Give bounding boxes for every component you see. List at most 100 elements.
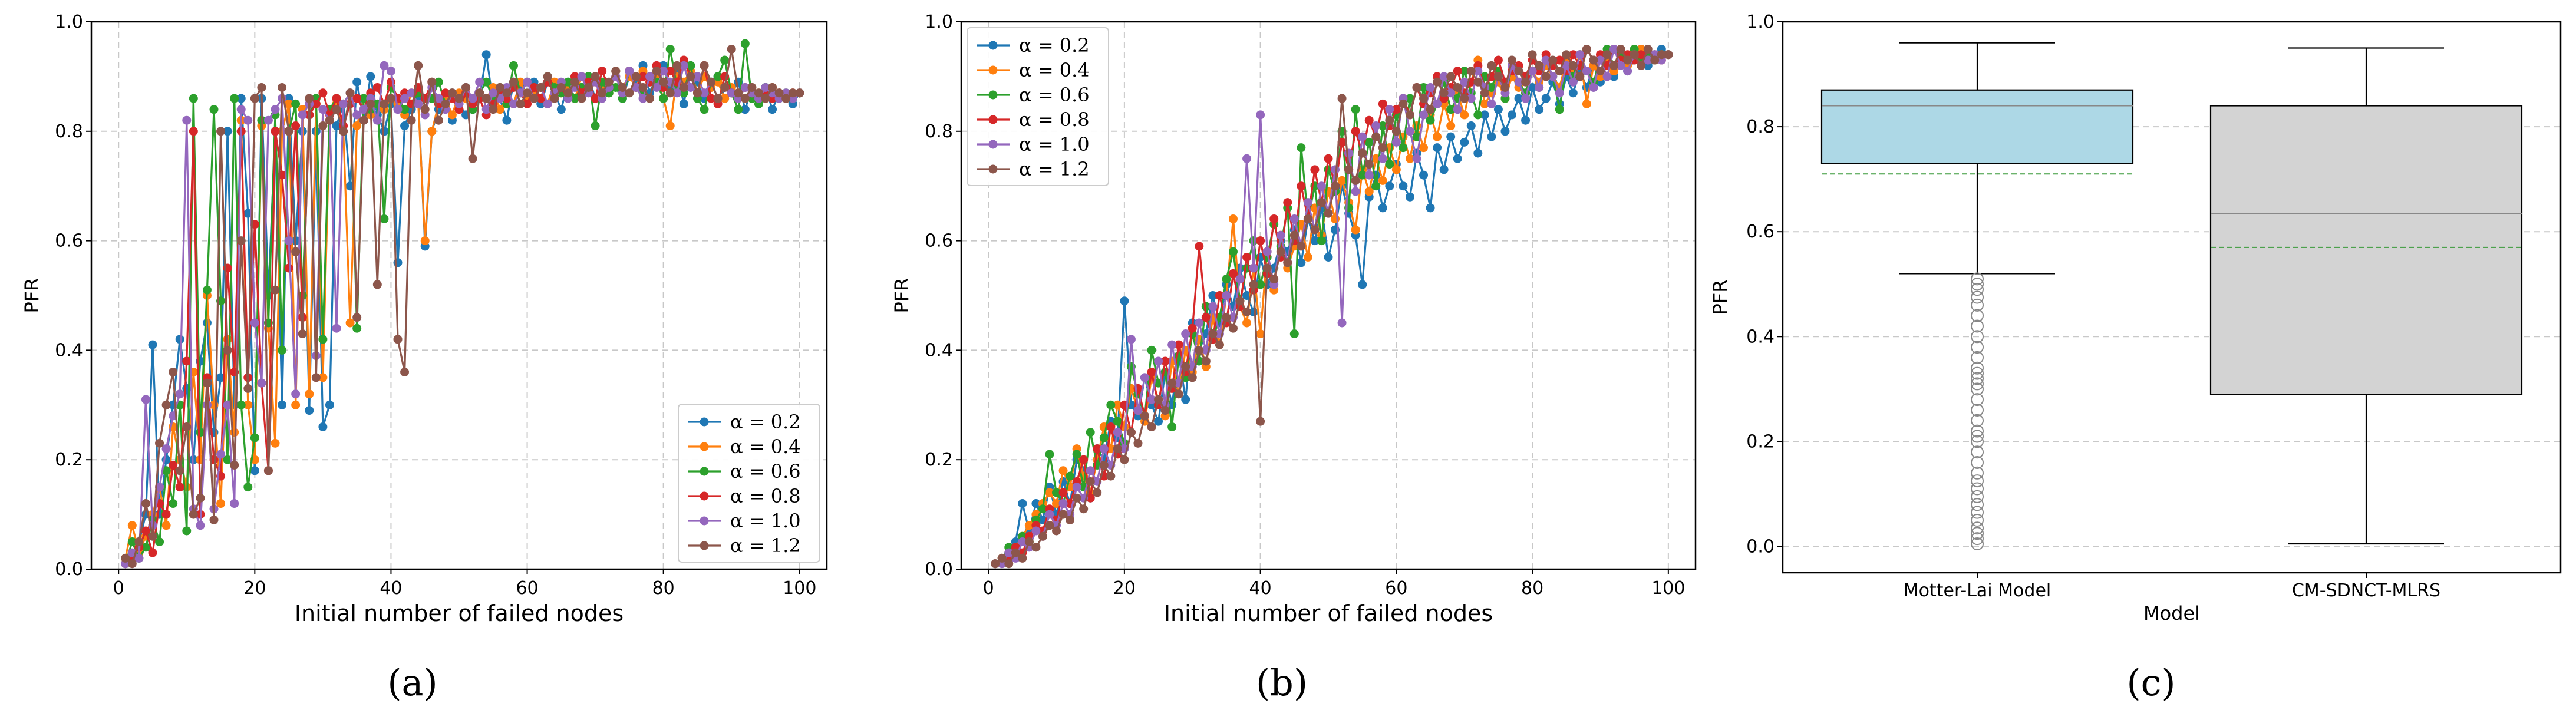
data-point	[1079, 504, 1089, 514]
data-point	[713, 72, 723, 81]
data-point	[1154, 417, 1163, 426]
data-point	[298, 329, 307, 339]
data-point	[1283, 258, 1292, 267]
data-point	[1385, 181, 1394, 191]
legend: α = 0.2α = 0.4α = 0.6α = 0.8 α = 1.0α = 1…	[678, 404, 820, 563]
legend-label: α = 1.0	[730, 510, 801, 532]
data-point	[434, 94, 443, 103]
data-point	[175, 335, 184, 344]
data-point	[339, 99, 348, 108]
data-point	[189, 510, 198, 519]
data-point	[1052, 526, 1061, 536]
data-point	[1086, 428, 1095, 437]
data-point	[400, 105, 410, 114]
data-point	[1521, 77, 1531, 87]
data-point	[529, 82, 539, 92]
data-point	[679, 61, 688, 70]
data-point	[468, 154, 477, 163]
data-point	[1072, 483, 1081, 492]
data-point	[1616, 44, 1625, 54]
data-point	[332, 121, 341, 131]
data-point	[1453, 105, 1462, 114]
data-point	[134, 537, 144, 547]
y-tick-label: 0.0	[55, 559, 83, 580]
data-point	[1399, 99, 1408, 108]
data-point	[305, 389, 314, 399]
data-point	[489, 105, 498, 114]
data-point	[189, 94, 198, 103]
data-point	[278, 400, 287, 409]
data-point	[291, 389, 301, 399]
data-point	[1058, 488, 1068, 497]
data-point	[243, 483, 253, 492]
data-point	[1154, 395, 1163, 404]
data-point	[1310, 225, 1320, 235]
data-point	[536, 82, 546, 92]
data-point	[1066, 471, 1075, 481]
data-point	[692, 88, 702, 98]
data-point	[400, 94, 410, 103]
data-point	[1528, 67, 1537, 76]
legend-label: α = 0.4	[1019, 59, 1090, 81]
data-point	[563, 88, 573, 98]
data-point	[175, 466, 184, 475]
data-point	[1589, 82, 1598, 92]
data-point	[202, 285, 212, 295]
data-point	[127, 559, 137, 569]
data-point	[305, 94, 314, 103]
data-point	[1303, 198, 1312, 207]
legend-swatch-marker	[700, 516, 709, 526]
outlier-point	[1971, 298, 1984, 312]
data-point	[223, 127, 232, 136]
outlier-point	[1971, 466, 1984, 480]
data-point	[161, 521, 171, 530]
x-tick-label: 100	[783, 578, 816, 599]
outlier-point	[1971, 430, 1984, 443]
data-point	[1473, 110, 1483, 120]
data-point	[1480, 88, 1489, 98]
data-point	[1446, 132, 1456, 141]
data-point	[686, 82, 695, 92]
data-point	[997, 553, 1007, 563]
data-point	[1446, 88, 1456, 98]
data-point	[1331, 165, 1340, 174]
data-point	[1391, 165, 1401, 174]
data-point	[1609, 61, 1619, 70]
legend-label: α = 0.2	[730, 411, 801, 433]
data-point	[747, 82, 757, 92]
data-point	[1256, 417, 1265, 426]
data-point	[1426, 203, 1435, 213]
data-point	[182, 422, 192, 431]
data-point	[427, 127, 437, 136]
data-point	[414, 61, 423, 70]
data-point	[243, 115, 253, 125]
data-point	[291, 247, 301, 256]
x-tick-label: 0	[113, 578, 124, 599]
caption-c: (c)	[2126, 661, 2175, 704]
outlier-point	[1971, 482, 1984, 496]
x-tick-label: 80	[1521, 578, 1543, 599]
data-point	[1358, 170, 1367, 180]
data-point	[652, 82, 661, 92]
data-point	[1106, 471, 1116, 481]
data-point	[447, 88, 457, 98]
data-point	[1147, 395, 1156, 404]
x-tick-label: 60	[1385, 578, 1407, 599]
data-point	[1256, 329, 1265, 339]
data-point	[734, 105, 743, 114]
data-point	[1331, 181, 1340, 191]
outlier-point	[1971, 403, 1984, 417]
data-point	[1364, 187, 1374, 196]
data-point	[1575, 50, 1585, 60]
data-point	[1433, 99, 1442, 108]
data-point	[366, 72, 375, 81]
data-point	[1208, 329, 1218, 339]
data-point	[1433, 143, 1442, 153]
data-point	[1446, 72, 1456, 81]
data-point	[1419, 94, 1429, 103]
data-point	[1378, 121, 1387, 131]
data-point	[1535, 61, 1544, 70]
data-point	[774, 88, 784, 98]
data-point	[556, 105, 566, 114]
data-point	[271, 285, 280, 295]
